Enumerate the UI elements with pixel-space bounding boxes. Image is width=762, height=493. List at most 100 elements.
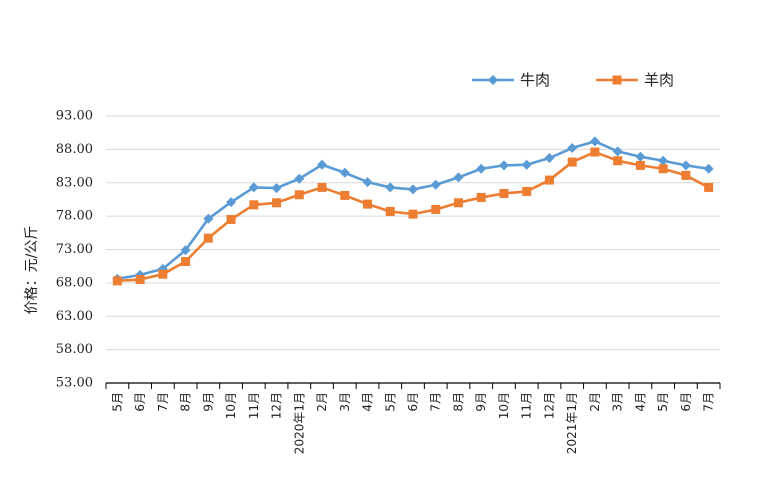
x-tick-label: 2月 xyxy=(315,392,329,412)
data-point xyxy=(362,177,373,188)
data-point xyxy=(680,160,691,171)
x-tick-label: 2021年1月 xyxy=(565,392,579,454)
x-tick-label: 2月 xyxy=(588,392,602,412)
data-point xyxy=(430,179,441,190)
x-tick-label: 7月 xyxy=(156,392,170,412)
legend-item-2: 羊肉 xyxy=(596,71,674,89)
data-point xyxy=(704,182,714,192)
data-point xyxy=(544,153,555,164)
x-tick-label: 5月 xyxy=(383,392,397,412)
x-tick-label: 12月 xyxy=(542,392,556,419)
y-tick-label: 58.00 xyxy=(56,342,93,357)
data-point xyxy=(271,183,282,194)
legend: 牛肉 羊肉 xyxy=(472,71,674,89)
x-tick-label: 9月 xyxy=(201,392,215,412)
data-point xyxy=(612,146,623,157)
data-point xyxy=(226,197,237,208)
y-tick-label: 88.00 xyxy=(56,142,93,157)
series-2 xyxy=(112,147,714,286)
data-point xyxy=(135,275,145,285)
data-point xyxy=(339,167,350,178)
data-point xyxy=(476,163,487,174)
y-tick-label: 68.00 xyxy=(56,275,93,290)
data-point xyxy=(567,157,577,167)
x-tick-label: 9月 xyxy=(474,392,488,412)
data-point xyxy=(589,136,600,147)
data-point xyxy=(658,155,669,166)
y-axis-tick-labels: 53.00 58.00 63.00 68.00 73.00 78.00 83.00 88.00… xyxy=(56,109,93,391)
x-tick-label: 6月 xyxy=(406,392,420,412)
data-point xyxy=(476,192,486,202)
x-tick-label: 10月 xyxy=(224,392,238,419)
data-point xyxy=(248,182,259,193)
data-point xyxy=(203,213,214,224)
y-tick-label: 53.00 xyxy=(56,376,93,391)
series-1 xyxy=(112,136,714,284)
data-point xyxy=(453,198,463,208)
x-tick-label: 7月 xyxy=(702,392,716,412)
data-point xyxy=(340,190,350,200)
data-point xyxy=(363,199,373,209)
data-point xyxy=(294,190,304,200)
x-tick-label: 4月 xyxy=(361,392,375,412)
data-point xyxy=(317,159,328,170)
data-point xyxy=(613,156,623,166)
data-point xyxy=(180,245,191,256)
data-point xyxy=(522,186,532,196)
x-tick-label: 6月 xyxy=(133,392,147,412)
data-point xyxy=(203,233,213,243)
data-point xyxy=(635,151,646,162)
legend-label: 牛肉 xyxy=(520,71,550,89)
data-point xyxy=(385,206,395,216)
x-tick-label: 4月 xyxy=(633,392,647,412)
data-point xyxy=(249,200,259,210)
y-tick-label: 73.00 xyxy=(56,242,93,257)
data-point xyxy=(112,276,122,286)
data-point xyxy=(453,172,464,183)
data-point xyxy=(681,170,691,180)
data-point xyxy=(590,147,600,157)
x-tick-label: 6月 xyxy=(679,392,693,412)
legend-marker xyxy=(488,75,498,85)
x-tick-label: 5月 xyxy=(110,392,124,412)
data-point xyxy=(317,182,327,192)
legend-item-1: 牛肉 xyxy=(472,71,550,89)
x-tick-label: 3月 xyxy=(338,392,352,412)
data-point xyxy=(181,257,191,267)
x-tick-label: 8月 xyxy=(179,392,193,412)
y-tick-label: 83.00 xyxy=(56,175,93,190)
data-point xyxy=(294,173,305,184)
x-axis: 5月 6月 7月 8月 9月 10月 11月 12月 2020年1月 2月 3月 4月 5月 6月 7月 8月… xyxy=(105,382,721,454)
y-tick-label: 63.00 xyxy=(56,309,93,324)
data-point xyxy=(567,143,578,154)
x-tick-label: 5月 xyxy=(656,392,670,412)
data-point xyxy=(658,164,668,174)
data-point xyxy=(408,209,418,219)
x-tick-label: 2020年1月 xyxy=(292,392,306,454)
x-tick-label: 11月 xyxy=(520,392,534,419)
x-tick-label: 11月 xyxy=(247,392,261,419)
y-tick-label: 78.00 xyxy=(56,209,93,224)
data-point xyxy=(226,214,236,224)
x-tick-label: 8月 xyxy=(451,392,465,412)
y-axis-title: 价格：元/公斤 xyxy=(24,226,40,315)
y-tick-label: 93.00 xyxy=(56,109,93,124)
data-point xyxy=(408,184,418,195)
data-point xyxy=(431,204,441,214)
data-point xyxy=(158,269,168,279)
data-point xyxy=(635,160,645,170)
data-point xyxy=(499,188,509,198)
data-point xyxy=(272,198,282,208)
x-tick-label: 12月 xyxy=(270,392,284,419)
legend-label: 羊肉 xyxy=(644,71,674,89)
data-point xyxy=(703,163,714,174)
x-tick-label: 7月 xyxy=(429,392,443,412)
legend-marker xyxy=(612,75,622,85)
data-point xyxy=(385,182,396,193)
x-tick-label: 10月 xyxy=(497,392,511,419)
data-point xyxy=(521,159,532,170)
data-point xyxy=(498,160,509,171)
series-layer xyxy=(112,136,714,286)
x-tick-label: 3月 xyxy=(611,392,625,412)
